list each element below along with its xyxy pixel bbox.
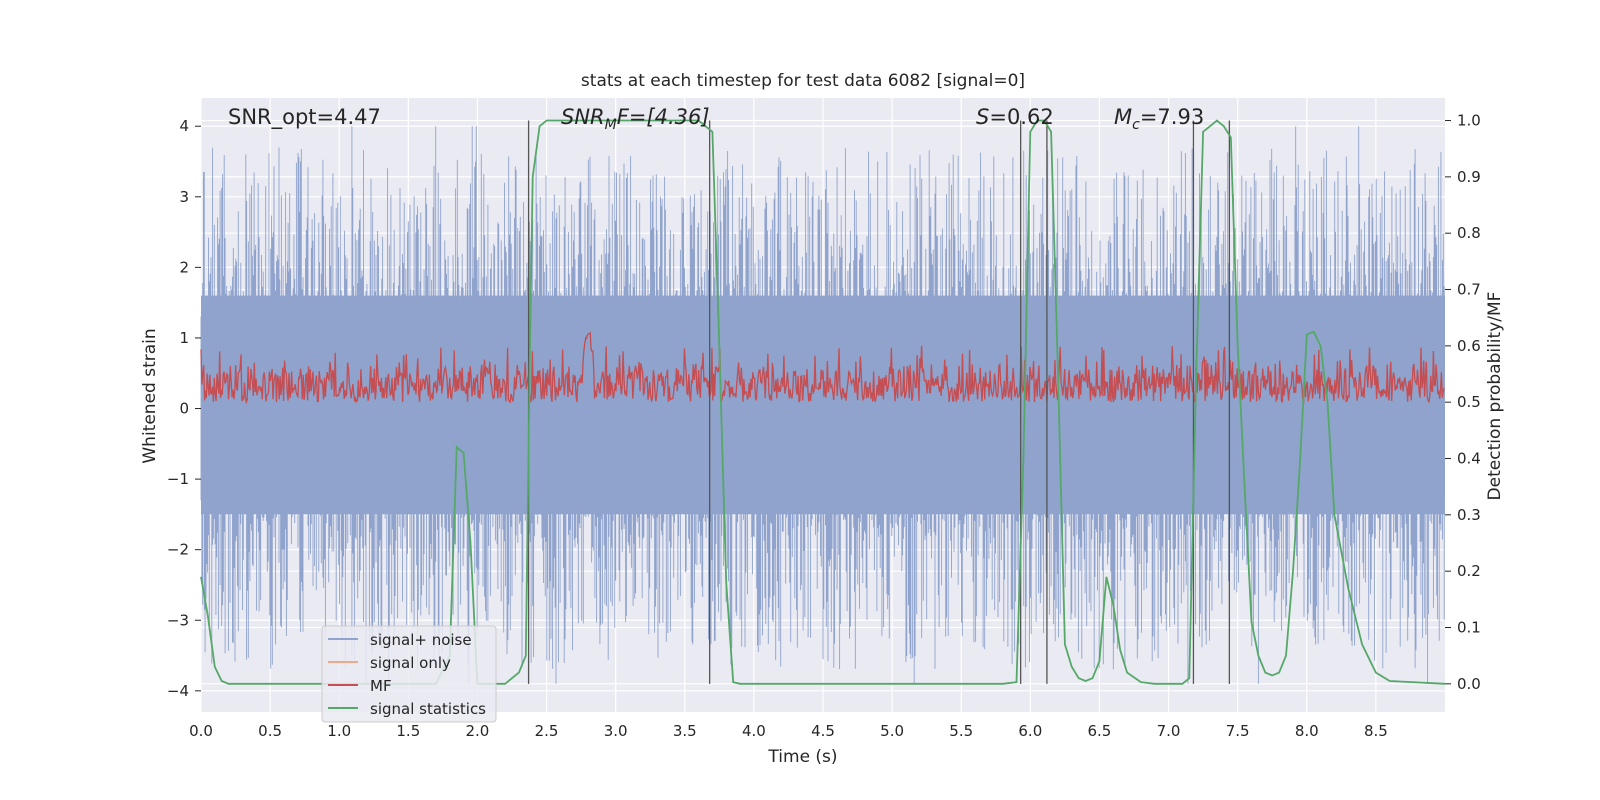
plot-area: [200, 98, 1446, 712]
mf-series: [200, 331, 1445, 405]
x-tick-label: 6.0: [1018, 722, 1042, 740]
annotation-s: S=0.62: [976, 105, 1054, 129]
x-tick-label: 5.5: [949, 722, 973, 740]
y-axis-left-title: Whitened strain: [140, 328, 160, 463]
x-tick-label: 7.0: [1157, 722, 1181, 740]
y-tick-label-right: 0.8: [1457, 224, 1481, 242]
y-axis-right-ticks: 1.0 0.9 0.8 0.7 0.6 0.5 0.4 0.3 0.2 0.1 0.0: [1445, 112, 1481, 693]
annotation-snr-mf: SNRMF=[4.36]: [561, 105, 710, 133]
y-tick-label-left: 2: [179, 258, 189, 276]
x-tick-label: 4.0: [742, 722, 766, 740]
x-tick-label: 2.5: [535, 722, 559, 740]
x-axis-ticks: 0.0 0.5 1.0 1.5 2.0 2.5 3.0 3.5 4.0 4.5 5.0 5.5 6.0 6…: [189, 722, 1388, 740]
legend-label-mf: MF: [370, 677, 392, 695]
signal-statistics-series: [200, 119, 1446, 685]
x-tick-label: 5.0: [880, 722, 904, 740]
x-tick-label: 0.5: [258, 722, 282, 740]
y-tick-label-left: 4: [179, 117, 189, 135]
x-tick-label: 8.0: [1295, 722, 1319, 740]
y-tick-label-right: 0.6: [1457, 337, 1481, 355]
legend-label-signal-statistics: signal statistics: [370, 700, 486, 718]
legend-label-signal-only: signal only: [370, 654, 451, 672]
y-tick-label-right: 0.2: [1457, 562, 1481, 580]
x-tick-label: 8.5: [1364, 722, 1388, 740]
x-tick-label: 4.5: [811, 722, 835, 740]
y-tick-label-right: 0.3: [1457, 506, 1481, 524]
y-tick-label-left: −3: [167, 611, 189, 629]
x-tick-label: 7.5: [1226, 722, 1250, 740]
y-tick-label-left: 3: [179, 188, 189, 206]
chart-title: stats at each timestep for test data 608…: [581, 71, 1025, 91]
annotation-snr-mf-rest: F=[4.36]: [617, 105, 710, 129]
x-tick-label: 1.0: [327, 722, 351, 740]
y-tick-label-right: 0.1: [1457, 619, 1481, 637]
annotation-s-main: S: [976, 105, 989, 129]
vertical-markers: [527, 120, 1231, 684]
x-tick-label: 2.0: [466, 722, 490, 740]
annotation-mc: Mc=7.93: [1114, 105, 1204, 133]
annotation-mc-main: M: [1114, 105, 1132, 129]
annotation-mc-sub: c: [1132, 117, 1140, 133]
y-axis-right-title: Detection probability/MF: [1485, 292, 1505, 501]
y-tick-label-left: 1: [179, 329, 189, 347]
x-tick-label: 0.0: [189, 722, 213, 740]
x-tick-label: 1.5: [396, 722, 420, 740]
y-tick-label-left: −2: [167, 541, 189, 559]
legend-box: [321, 625, 497, 723]
annotation-snr-mf-main: SNR: [561, 105, 605, 129]
y-tick-label-right: 0.7: [1457, 281, 1481, 299]
y-tick-label-right: 0.5: [1457, 393, 1481, 411]
x-tick-label: 3.0: [604, 722, 628, 740]
x-tick-label: 6.5: [1088, 722, 1112, 740]
legend: signal+ noise signal only MF signal stat…: [321, 625, 497, 723]
y-tick-label-right: 0.4: [1457, 450, 1481, 468]
legend-label-signal-noise: signal+ noise: [370, 631, 472, 649]
annotation-s-rest: =0.62: [989, 105, 1053, 129]
signal-statistics-line: [200, 119, 1446, 685]
mf-line: [200, 331, 1445, 405]
y-tick-label-left: 0: [179, 400, 189, 418]
annotation-snr-opt: SNR_opt=4.47: [228, 105, 381, 130]
y-axis-left-ticks: 4 3 2 1 0 −1 −2 −3 −4: [167, 117, 201, 700]
y-tick-label-left: −4: [167, 682, 189, 700]
y-tick-label-right: 0.9: [1457, 168, 1481, 186]
annotation-mc-rest: =7.93: [1140, 105, 1204, 129]
y-tick-label-right: 1.0: [1457, 112, 1481, 130]
annotation-snr-mf-sub: M: [605, 117, 617, 133]
x-tick-label: 3.5: [673, 722, 697, 740]
y-tick-label-right: 0.0: [1457, 675, 1481, 693]
y-tick-label-left: −1: [167, 470, 189, 488]
x-axis-title: Time (s): [767, 747, 837, 767]
